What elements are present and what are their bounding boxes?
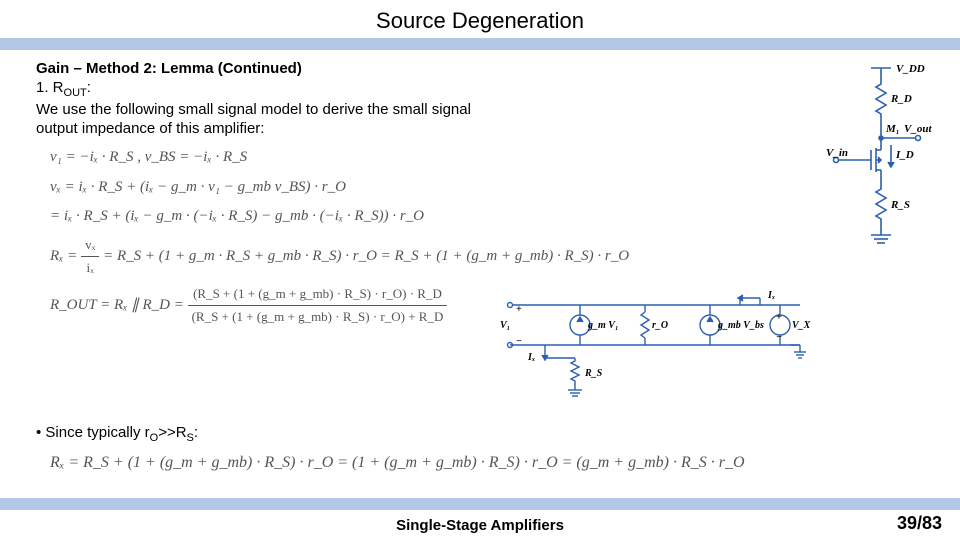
eq-5-text: Rₓ = R_S + (1 + (g_m + g_mb) · R_S) · r_… (50, 454, 745, 471)
label-ix2: Iₓ (527, 352, 535, 363)
bottom-band (0, 498, 960, 510)
section-heading: Gain – Method 2: Lemma (Continued) (36, 60, 924, 77)
eq-3-frac: vₓ iₓ (81, 234, 99, 279)
eq-1: v₁ = −iₓ · R_S , v_BS = −iₓ · R_S (50, 145, 924, 171)
eq-2b-text: = iₓ · R_S + (iₓ − g_m · (−iₓ · R_S) − g… (50, 208, 424, 224)
svg-text:+: + (516, 304, 522, 315)
eq-4-lhs: R_OUT = Rₓ ∥ R_D = (50, 297, 188, 313)
bullet-mid: >>R (158, 424, 186, 441)
eq-2b: = iₓ · R_S + (iₓ − g_m · (−iₓ · R_S) − g… (50, 204, 924, 230)
bullet-sub1: O (150, 432, 159, 444)
bullet-end: : (194, 424, 198, 441)
desc-line-2: output impedance of this amplifier: (36, 120, 924, 137)
eq-3-lhs: Rₓ = (50, 248, 81, 264)
eq-2a: vₓ = iₓ · R_S + (iₓ − g_m · v₁ − g_mb v_… (50, 175, 924, 201)
label-id: I_D (895, 149, 914, 161)
bullet-sub2: S (187, 432, 194, 444)
eq-5: Rₓ = R_S + (1 + (g_m + g_mb) · R_S) · r_… (50, 454, 924, 472)
eq-3-rhs: = R_S + (1 + g_m · R_S + g_mb · R_S) · r… (103, 248, 629, 264)
item-line: 1. ROUT: (36, 79, 924, 99)
eq-2a-text: vₓ = iₓ · R_S + (iₓ − g_m · v₁ − g_mb v_… (50, 179, 346, 195)
footer-title: Single-Stage Amplifiers (0, 517, 960, 534)
eq-3: Rₓ = vₓ iₓ = R_S + (1 + g_m · R_S + g_mb… (50, 234, 924, 279)
desc-line-1: We use the following small signal model … (36, 101, 924, 118)
label-vx: V_X (792, 320, 811, 331)
svg-text:+: + (776, 312, 782, 323)
title-bar: Source Degeneration (0, 0, 960, 38)
label-rs-ss: R_S (584, 368, 603, 379)
eq-3-den: iₓ (81, 257, 99, 279)
item-num: 1. R (36, 79, 64, 96)
label-v1: V₁ (500, 320, 510, 331)
eq-4-num: (R_S + (1 + (g_m + g_mb) · R_S) · r_O) ·… (188, 283, 448, 306)
eq-3-num: vₓ (81, 234, 99, 257)
label-vout: V_out (904, 123, 932, 135)
label-ix: Iₓ (767, 290, 775, 301)
bullet-line: • Since typically rO>>RS: (36, 424, 924, 444)
label-m1: M₁ (885, 123, 900, 135)
bullet-text: • Since typically r (36, 424, 150, 441)
content-area: Gain – Method 2: Lemma (Continued) 1. RO… (0, 50, 960, 472)
label-rs: R_S (890, 199, 910, 211)
label-ro: r_O (652, 320, 668, 331)
top-band (0, 38, 960, 50)
label-rd: R_D (890, 93, 912, 105)
small-signal-circuit: + V₁ − g_m V₁ r_O g_mb V_bs V_X + − Iₓ I… (480, 290, 830, 400)
eq-1-text: v₁ = −iₓ · R_S , v_BS = −iₓ · R_S (50, 149, 247, 165)
page-number: 39/83 (897, 513, 942, 534)
mosfet-circuit: V_DD R_D M₁ V_out V_in I_D R_S (826, 60, 936, 260)
eq-4-frac: (R_S + (1 + (g_m + g_mb) · R_S) · r_O) ·… (188, 283, 448, 328)
item-colon: : (87, 79, 91, 96)
label-gmbvbs: g_mb V_bs (717, 320, 764, 331)
item-subscript: OUT (64, 87, 87, 99)
page-title: Source Degeneration (0, 8, 960, 34)
eq-4-den: (R_S + (1 + (g_m + g_mb) · R_S) · r_O) +… (188, 306, 448, 328)
label-gmv1: g_m V₁ (587, 320, 618, 331)
label-vdd: V_DD (896, 63, 925, 75)
label-vin: V_in (826, 147, 848, 159)
svg-text:−: − (776, 332, 782, 343)
svg-text:−: − (516, 336, 522, 347)
